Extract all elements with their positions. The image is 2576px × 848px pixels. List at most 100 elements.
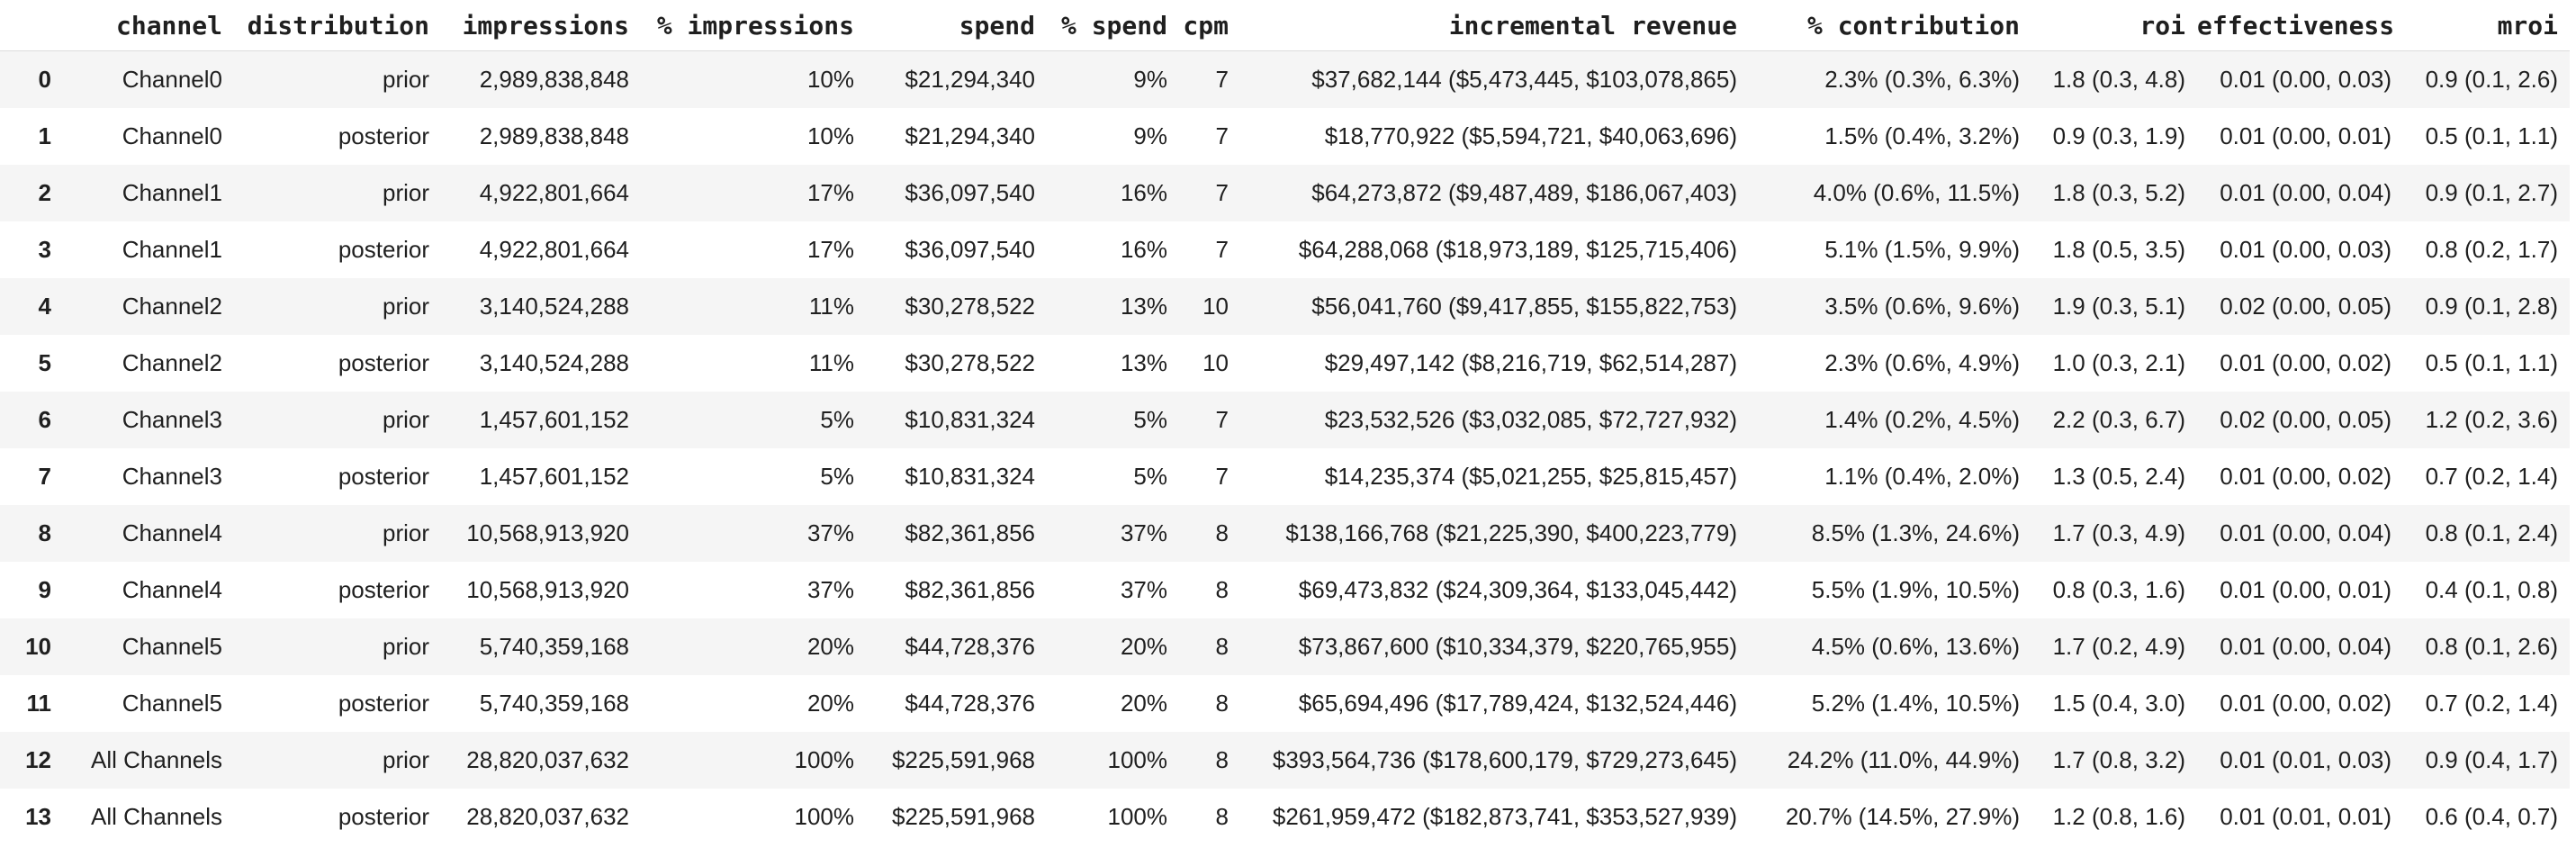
cell-effectiveness: 0.01 (0.00, 0.02) <box>2220 690 2391 717</box>
cell-roi: 1.7 (0.8, 3.2) <box>2052 746 2185 773</box>
cell-incremental-revenue: $64,273,872 ($9,487,489, $186,067,403) <box>1311 179 1737 206</box>
cell-channel: Channel0 <box>122 122 222 149</box>
cell-pct-contribution: 1.5% (0.4%, 3.2%) <box>1824 122 2020 149</box>
cell-distribution: posterior <box>338 349 429 376</box>
cell-effectiveness: 0.01 (0.01, 0.03) <box>2220 746 2391 773</box>
cell-cpm: 7 <box>1215 463 1229 490</box>
cell-mroi: 0.5 (0.1, 1.1) <box>2425 349 2558 376</box>
cell-incremental-revenue: $56,041,760 ($9,417,855, $155,822,753) <box>1311 293 1737 320</box>
cell-spend: $36,097,540 <box>905 236 1035 263</box>
cell-roi: 1.8 (0.3, 5.2) <box>2052 179 2185 206</box>
cell-distribution: prior <box>382 293 429 320</box>
cell-spend: $44,728,376 <box>905 690 1035 717</box>
cell-channel: Channel5 <box>122 690 222 717</box>
cell-pct-contribution: 4.0% (0.6%, 11.5%) <box>1813 179 2020 206</box>
cell-roi: 1.3 (0.5, 2.4) <box>2052 463 2185 490</box>
cell-pct-impressions: 10% <box>806 122 854 149</box>
cell-spend: $21,294,340 <box>905 122 1035 149</box>
table-row: 8 Channel4 prior 10,568,913,920 37% $82,361,8… <box>0 505 2570 562</box>
column-header-incremental-revenue: incremental revenue <box>1240 0 1749 51</box>
cell-spend: $30,278,522 <box>905 293 1035 320</box>
cell-channel: All Channels <box>91 803 222 830</box>
row-index: 6 <box>38 406 51 433</box>
cell-channel: Channel1 <box>122 179 222 206</box>
cell-incremental-revenue: $138,166,768 ($21,225,390, $400,223,779) <box>1285 519 1737 546</box>
cell-effectiveness: 0.01 (0.00, 0.04) <box>2220 633 2391 660</box>
cell-pct-contribution: 4.5% (0.6%, 13.6%) <box>1811 633 2020 660</box>
cell-pct-contribution: 2.3% (0.3%, 6.3%) <box>1824 66 2020 93</box>
cell-pct-spend: 16% <box>1120 236 1167 263</box>
cell-pct-contribution: 5.2% (1.4%, 10.5%) <box>1811 690 2020 717</box>
cell-roi: 0.8 (0.3, 1.6) <box>2052 576 2185 603</box>
cell-effectiveness: 0.01 (0.00, 0.04) <box>2220 179 2391 206</box>
column-header-channel: channel <box>63 0 234 51</box>
cell-spend: $225,591,968 <box>891 746 1035 773</box>
cell-distribution: prior <box>382 519 429 546</box>
cell-incremental-revenue: $18,770,922 ($5,594,721, $40,063,696) <box>1324 122 1737 149</box>
cell-impressions: 4,922,801,664 <box>479 179 629 206</box>
cell-channel: All Channels <box>91 746 222 773</box>
cell-pct-spend: 16% <box>1120 179 1167 206</box>
index-column-header <box>0 0 63 51</box>
cell-cpm: 8 <box>1215 519 1229 546</box>
row-index: 4 <box>38 293 51 320</box>
column-header-pct-spend: % spend <box>1047 0 1179 51</box>
cell-spend: $10,831,324 <box>905 463 1035 490</box>
row-index: 2 <box>38 179 51 206</box>
cell-roi: 1.9 (0.3, 5.1) <box>2052 293 2185 320</box>
row-index: 3 <box>38 236 51 263</box>
cell-spend: $82,361,856 <box>905 576 1035 603</box>
cell-mroi: 0.9 (0.1, 2.6) <box>2425 66 2558 93</box>
cell-distribution: posterior <box>338 122 429 149</box>
cell-distribution: prior <box>382 746 429 773</box>
cell-impressions: 4,922,801,664 <box>479 236 629 263</box>
cell-pct-impressions: 37% <box>806 576 854 603</box>
cell-channel: Channel3 <box>122 406 222 433</box>
column-header-roi: roi <box>2031 0 2197 51</box>
cell-mroi: 0.8 (0.2, 1.7) <box>2425 236 2558 263</box>
cell-pct-impressions: 20% <box>806 633 854 660</box>
row-index: 5 <box>38 349 51 376</box>
row-index: 11 <box>26 690 52 717</box>
table-row: 3 Channel1 posterior 4,922,801,664 17% $36,09… <box>0 221 2570 278</box>
cell-spend: $82,361,856 <box>905 519 1035 546</box>
cell-mroi: 0.4 (0.1, 0.8) <box>2425 576 2558 603</box>
table-row: 13 All Channels posterior 28,820,037,632 100… <box>0 789 2570 845</box>
column-header-spend: spend <box>866 0 1047 51</box>
row-index: 8 <box>38 519 51 546</box>
table-row: 5 Channel2 posterior 3,140,524,288 11% $30,27… <box>0 335 2570 392</box>
cell-pct-spend: 37% <box>1120 519 1167 546</box>
cell-roi: 1.7 (0.2, 4.9) <box>2052 633 2185 660</box>
table-row: 0 Channel0 prior 2,989,838,848 10% $21,294,34… <box>0 50 2570 108</box>
row-index: 7 <box>38 463 51 490</box>
cell-pct-spend: 20% <box>1120 633 1167 660</box>
table-header: channel distribution impressions% impressi… <box>0 0 2570 51</box>
cell-pct-contribution: 8.5% (1.3%, 24.6%) <box>1811 519 2020 546</box>
cell-incremental-revenue: $261,959,472 ($182,873,741, $353,527,939… <box>1272 803 1737 830</box>
table-row: 11 Channel5 posterior 5,740,359,168 20% $44,7… <box>0 675 2570 732</box>
cell-spend: $44,728,376 <box>905 633 1035 660</box>
cell-incremental-revenue: $64,288,068 ($18,973,189, $125,715,406) <box>1298 236 1737 263</box>
cell-channel: Channel2 <box>122 349 222 376</box>
cell-distribution: posterior <box>338 463 429 490</box>
cell-cpm: 7 <box>1215 406 1229 433</box>
cell-cpm: 10 <box>1202 293 1229 320</box>
cell-roi: 0.9 (0.3, 1.9) <box>2052 122 2185 149</box>
cell-effectiveness: 0.01 (0.00, 0.01) <box>2220 122 2391 149</box>
table-row: 7 Channel3 posterior 1,457,601,152 5% $10,831… <box>0 448 2570 505</box>
cell-effectiveness: 0.01 (0.00, 0.03) <box>2220 66 2391 93</box>
cell-incremental-revenue: $29,497,142 ($8,216,719, $62,514,287) <box>1324 349 1737 376</box>
cell-mroi: 0.9 (0.1, 2.8) <box>2425 293 2558 320</box>
cell-channel: Channel1 <box>122 236 222 263</box>
cell-impressions: 5,740,359,168 <box>479 690 629 717</box>
table-row: 2 Channel1 prior 4,922,801,664 17% $36,097,54… <box>0 165 2570 221</box>
cell-channel: Channel4 <box>122 519 222 546</box>
cell-pct-spend: 13% <box>1120 349 1167 376</box>
cell-distribution: prior <box>382 179 429 206</box>
cell-effectiveness: 0.01 (0.00, 0.02) <box>2220 349 2391 376</box>
cell-pct-spend: 5% <box>1133 406 1167 433</box>
cell-impressions: 1,457,601,152 <box>479 406 629 433</box>
table-row: 10 Channel5 prior 5,740,359,168 20% $44,728,3… <box>0 618 2570 675</box>
cell-impressions: 28,820,037,632 <box>466 746 629 773</box>
cell-pct-impressions: 10% <box>806 66 854 93</box>
